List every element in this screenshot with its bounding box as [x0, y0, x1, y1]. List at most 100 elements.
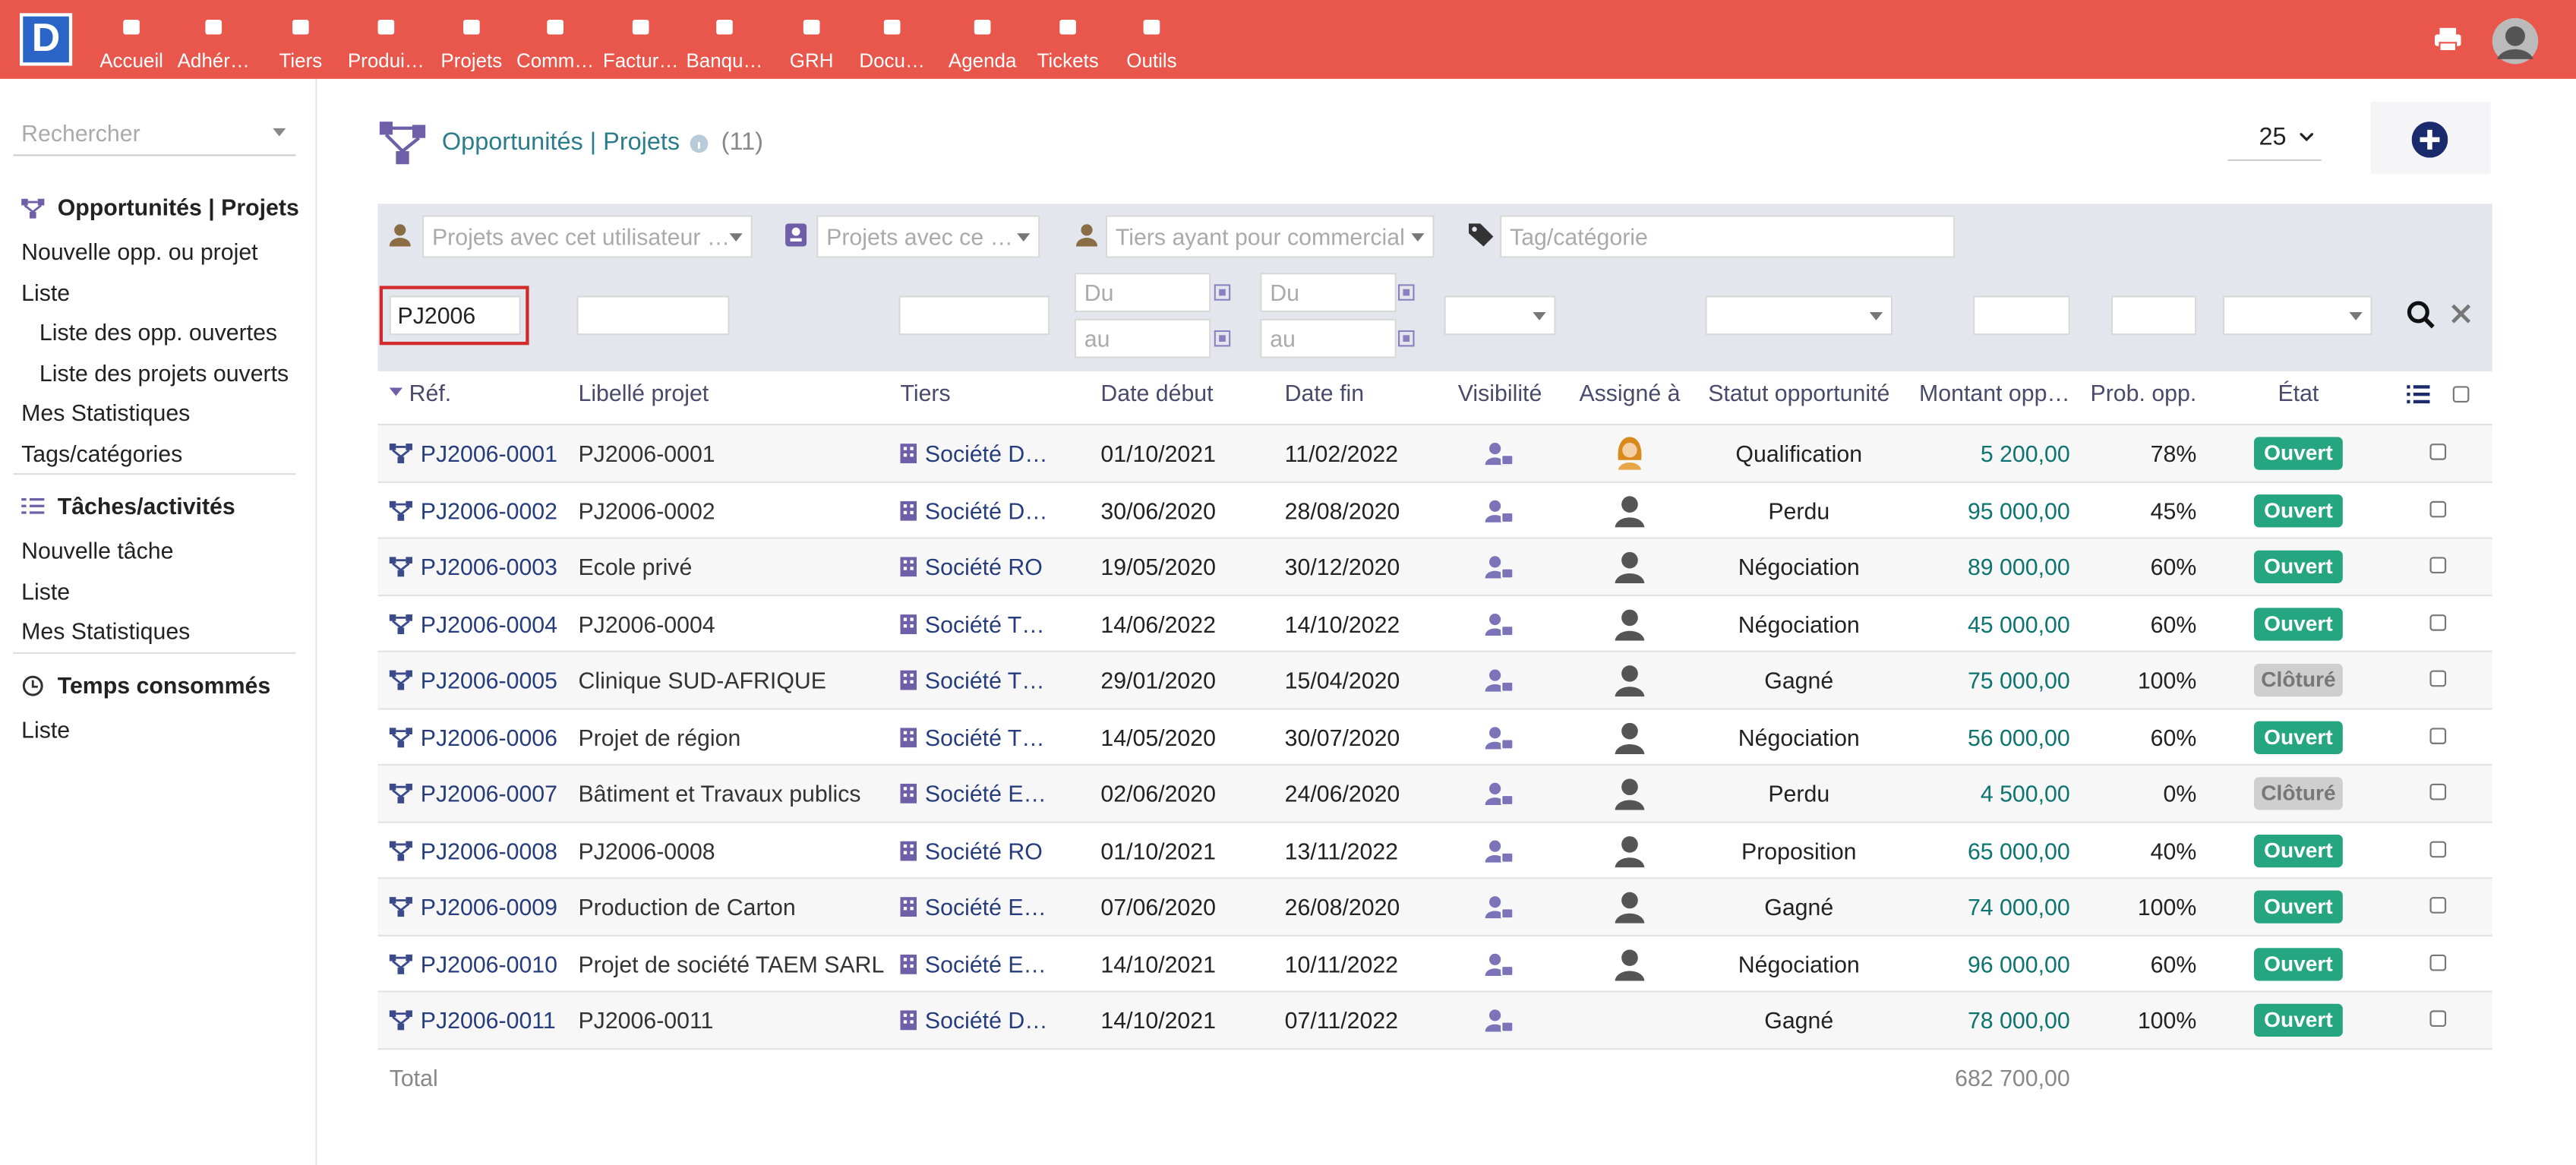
column-header[interactable]: Assigné à: [1579, 379, 1681, 406]
filter-placeholder[interactable]: au: [1084, 325, 1110, 352]
date-input[interactable]: [1074, 318, 1211, 358]
column-header[interactable]: Date début: [1100, 379, 1214, 406]
nav-item[interactable]: Accueil: [99, 49, 163, 73]
filter-input[interactable]: [816, 215, 1040, 258]
nav-item[interactable]: Factur…: [602, 49, 679, 73]
calendar-icon[interactable]: [1214, 284, 1231, 301]
menu-item[interactable]: Mes Statistiques: [21, 399, 191, 426]
section-title[interactable]: Opportunités | Projets: [57, 194, 299, 220]
project-ref[interactable]: PJ2006-0001: [420, 440, 557, 467]
third-party[interactable]: Société D…: [924, 497, 1048, 524]
ref-filter-value[interactable]: PJ2006: [397, 302, 476, 329]
submenu-item[interactable]: Liste des projets ouverts: [39, 358, 289, 386]
column-header[interactable]: Visibilité: [1457, 379, 1542, 406]
menu-item[interactable]: Tags/catégories: [21, 439, 183, 466]
nav-item[interactable]: Agenda: [948, 49, 1017, 73]
third-party[interactable]: Société E…: [924, 894, 1046, 920]
row-checkbox[interactable]: [2429, 444, 2447, 461]
nav-icon[interactable]: [715, 17, 734, 36]
nav-icon[interactable]: [802, 17, 822, 36]
nav-item[interactable]: Banqu…: [686, 49, 763, 73]
print-icon[interactable]: [2434, 27, 2461, 53]
submenu-item[interactable]: Liste des opp. ouvertes: [39, 318, 278, 346]
third-party[interactable]: Société D…: [924, 440, 1048, 467]
search-placeholder[interactable]: Rechercher: [21, 119, 140, 147]
calendar-icon[interactable]: [1214, 330, 1231, 347]
nav-icon[interactable]: [376, 17, 396, 36]
project-ref[interactable]: PJ2006-0002: [420, 497, 557, 524]
nav-item[interactable]: Outils: [1126, 49, 1177, 73]
nav-item[interactable]: Tickets: [1037, 49, 1099, 73]
filter-input[interactable]: [1105, 215, 1435, 258]
nav-icon[interactable]: [291, 17, 311, 36]
column-header[interactable]: Statut opportunité: [1708, 379, 1890, 406]
nav-icon[interactable]: [631, 17, 651, 36]
nav-item[interactable]: Docu…: [859, 49, 925, 73]
filter-input[interactable]: [1500, 215, 1956, 258]
nav-icon[interactable]: [1141, 17, 1161, 36]
select-all[interactable]: [2452, 386, 2470, 403]
filter-placeholder[interactable]: Tag/catégorie: [1510, 223, 1648, 250]
filter-select[interactable]: [2222, 295, 2372, 336]
section-title[interactable]: Temps consommés: [57, 671, 271, 698]
third-party[interactable]: Société E…: [924, 950, 1046, 977]
nav-item[interactable]: Produi…: [347, 49, 425, 73]
nav-item[interactable]: Tiers: [279, 49, 323, 73]
filter-placeholder[interactable]: Tiers ayant pour commercial: [1115, 223, 1405, 250]
menu-item[interactable]: Nouvelle opp. ou projet: [21, 238, 258, 265]
plus-icon[interactable]: [2411, 122, 2448, 158]
third-party[interactable]: Société E…: [924, 781, 1046, 807]
nav-item[interactable]: Adhér…: [177, 49, 250, 73]
filter-placeholder[interactable]: Projets avec ce …: [826, 223, 1013, 250]
row-checkbox[interactable]: [2429, 1010, 2447, 1028]
column-header[interactable]: Montant opp…: [1919, 379, 2070, 406]
ref-input[interactable]: [389, 295, 521, 336]
row-checkbox[interactable]: [2429, 727, 2447, 744]
nav-icon[interactable]: [973, 17, 993, 36]
menu-item[interactable]: Liste: [21, 278, 71, 305]
calendar-icon[interactable]: [1397, 284, 1415, 301]
filter-select[interactable]: [1705, 295, 1893, 336]
project-ref[interactable]: PJ2006-0008: [420, 837, 557, 864]
column-header[interactable]: Réf.: [409, 379, 452, 406]
nav-item[interactable]: Comm…: [516, 49, 595, 73]
project-ref[interactable]: PJ2006-0009: [420, 894, 557, 920]
project-ref[interactable]: PJ2006-0010: [420, 950, 557, 977]
row-checkbox[interactable]: [2429, 841, 2447, 857]
date-input[interactable]: [1260, 318, 1397, 358]
project-ref[interactable]: PJ2006-0005: [420, 667, 557, 694]
menu-item[interactable]: Nouvelle tâche: [21, 537, 174, 564]
calendar-icon[interactable]: [1397, 330, 1415, 347]
filter-input[interactable]: [2110, 295, 2197, 336]
project-ref[interactable]: PJ2006-0011: [420, 1007, 556, 1034]
nav-icon[interactable]: [1058, 17, 1078, 36]
row-checkbox[interactable]: [2429, 897, 2447, 914]
logo[interactable]: D: [19, 13, 73, 66]
menu-item[interactable]: Liste: [21, 715, 71, 742]
project-ref[interactable]: PJ2006-0006: [420, 724, 557, 751]
filter-placeholder[interactable]: Du: [1084, 279, 1114, 306]
third-party[interactable]: Société D…: [924, 1007, 1048, 1034]
column-header[interactable]: Libellé projet: [578, 379, 709, 406]
list-icon[interactable]: [2407, 384, 2430, 404]
column-header[interactable]: Prob. opp.: [2090, 379, 2197, 406]
nav-icon[interactable]: [462, 17, 481, 36]
filter-input[interactable]: [421, 215, 753, 258]
filter-placeholder[interactable]: Du: [1270, 279, 1299, 306]
third-party[interactable]: Société T…: [924, 724, 1045, 751]
project-ref[interactable]: PJ2006-0007: [420, 781, 557, 807]
column-header[interactable]: État: [2278, 379, 2319, 406]
filter-input[interactable]: [576, 295, 730, 336]
row-checkbox[interactable]: [2429, 954, 2447, 971]
filter-placeholder[interactable]: au: [1270, 325, 1296, 352]
nav-icon[interactable]: [882, 17, 902, 36]
date-input[interactable]: [1260, 273, 1397, 313]
row-checkbox[interactable]: [2429, 784, 2447, 801]
filter-input[interactable]: [1973, 295, 2070, 336]
menu-item[interactable]: Mes Statistiques: [21, 617, 191, 645]
filter-input[interactable]: [898, 295, 1050, 336]
clear-icon[interactable]: [2451, 304, 2471, 324]
search-icon[interactable]: [2407, 301, 2435, 329]
project-ref[interactable]: PJ2006-0003: [420, 554, 557, 581]
row-checkbox[interactable]: [2429, 500, 2447, 517]
